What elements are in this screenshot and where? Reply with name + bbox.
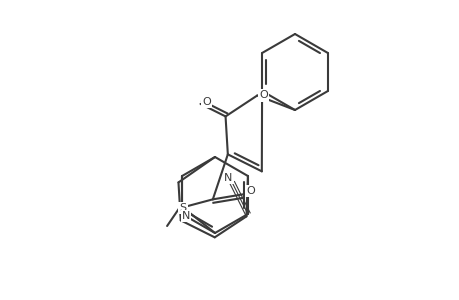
Text: O: O xyxy=(258,91,267,100)
Text: N: N xyxy=(224,173,232,183)
Text: S: S xyxy=(179,203,186,213)
Text: O: O xyxy=(202,97,210,107)
Text: N: N xyxy=(181,211,190,221)
Text: O: O xyxy=(246,186,255,196)
